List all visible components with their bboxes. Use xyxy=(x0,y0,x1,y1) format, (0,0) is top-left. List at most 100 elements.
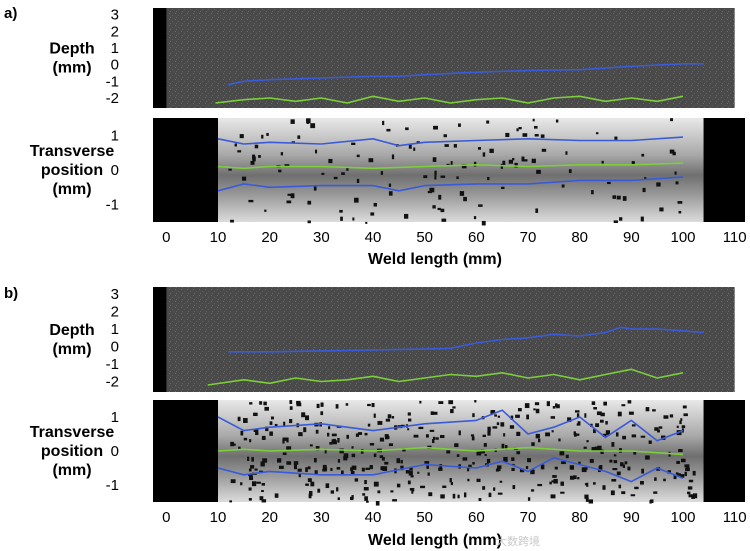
spatter-mark xyxy=(367,423,371,427)
spatter-mark xyxy=(645,455,650,460)
spatter-mark xyxy=(232,443,236,446)
image-black-edge xyxy=(153,400,218,502)
spatter-mark xyxy=(289,419,293,424)
spatter-mark xyxy=(361,467,365,472)
spatter-mark xyxy=(588,499,594,504)
y-tick-label: -1 xyxy=(106,73,119,90)
x-tick-label: 10 xyxy=(210,229,227,246)
spatter-mark xyxy=(286,437,289,443)
series-line-2 xyxy=(207,368,684,386)
spatter-mark xyxy=(313,457,317,463)
spatter-mark xyxy=(230,219,234,223)
spatter-mark xyxy=(493,487,496,491)
spatter-mark xyxy=(243,437,248,441)
spatter-mark xyxy=(481,220,486,226)
spatter-mark xyxy=(373,453,377,458)
spatter-mark xyxy=(452,406,456,409)
spatter-mark xyxy=(369,465,373,470)
spatter-mark xyxy=(417,471,420,474)
spatter-mark xyxy=(512,157,515,161)
spatter-mark xyxy=(594,446,599,451)
spatter-mark xyxy=(650,499,654,504)
spatter-mark xyxy=(350,470,355,475)
series-line-2 xyxy=(215,95,684,104)
spatter-mark xyxy=(512,485,516,490)
spatter-mark xyxy=(477,147,481,150)
spatter-mark xyxy=(687,486,693,490)
spatter-mark xyxy=(505,132,510,138)
spatter-mark xyxy=(553,478,558,484)
y-axis-label: position xyxy=(41,443,103,460)
spatter-mark xyxy=(467,478,470,482)
x-tick-label: 50 xyxy=(416,509,433,526)
spatter-mark xyxy=(320,411,324,416)
spatter-mark xyxy=(317,488,321,493)
series-line-1 xyxy=(228,326,704,353)
spatter-mark xyxy=(454,443,459,448)
spatter-mark xyxy=(472,462,475,465)
spatter-mark xyxy=(354,197,359,203)
spatter-mark xyxy=(290,119,295,124)
spatter-mark xyxy=(593,482,596,485)
spatter-mark xyxy=(540,134,545,138)
spatter-mark xyxy=(535,433,540,439)
spatter-mark xyxy=(420,485,426,489)
spatter-mark xyxy=(229,500,233,503)
spatter-mark xyxy=(648,440,652,444)
spatter-mark xyxy=(301,412,306,418)
spatter-mark xyxy=(561,461,566,465)
spatter-mark xyxy=(573,433,577,437)
x-tick-label: 90 xyxy=(623,509,640,526)
x-tick-label: 0 xyxy=(162,229,170,246)
spatter-mark xyxy=(627,400,632,404)
spatter-mark xyxy=(316,403,320,409)
spatter-mark xyxy=(296,402,302,407)
spatter-mark xyxy=(262,458,268,463)
spatter-mark xyxy=(530,469,535,475)
spatter-mark xyxy=(633,452,637,455)
spatter-mark xyxy=(321,172,325,175)
spatter-mark xyxy=(593,429,596,434)
spatter-mark xyxy=(356,178,360,184)
spatter-mark xyxy=(676,460,680,464)
spatter-mark xyxy=(624,461,628,465)
spatter-mark xyxy=(443,134,447,138)
spatter-mark xyxy=(371,402,375,408)
spatter-mark xyxy=(354,478,359,482)
spatter-mark xyxy=(331,433,337,437)
y-tick-label: 0 xyxy=(111,339,119,356)
spatter-mark xyxy=(565,151,568,155)
x-tick-label: 110 xyxy=(723,229,747,246)
spatter-mark xyxy=(351,453,356,458)
spatter-mark xyxy=(482,152,486,157)
spatter-mark xyxy=(270,416,274,420)
spatter-mark xyxy=(593,407,597,410)
spatter-mark xyxy=(488,492,492,498)
spatter-mark xyxy=(404,213,409,219)
spatter-mark xyxy=(657,429,660,433)
spatter-mark xyxy=(307,478,312,482)
spatter-mark xyxy=(609,459,613,463)
spatter-mark xyxy=(502,160,506,166)
spatter-mark xyxy=(329,442,333,445)
spatter-mark xyxy=(585,497,589,502)
spatter-mark xyxy=(409,487,414,491)
spatter-mark xyxy=(581,467,587,473)
spatter-mark xyxy=(370,212,375,216)
spatter-mark xyxy=(382,120,385,126)
spatter-mark xyxy=(250,160,255,165)
spatter-mark xyxy=(357,432,363,435)
spatter-mark xyxy=(305,467,308,473)
spatter-mark xyxy=(377,420,383,425)
spatter-mark xyxy=(407,480,411,485)
spatter-mark xyxy=(516,451,521,455)
y-tick-label: 1 xyxy=(111,321,119,338)
spatter-mark xyxy=(474,400,477,403)
spatter-mark xyxy=(258,154,261,158)
spatter-mark xyxy=(482,434,486,438)
spatter-mark xyxy=(490,410,496,415)
spatter-mark xyxy=(463,196,467,202)
spatter-mark xyxy=(682,405,687,409)
spatter-mark xyxy=(621,404,626,407)
spatter-mark xyxy=(501,443,505,449)
